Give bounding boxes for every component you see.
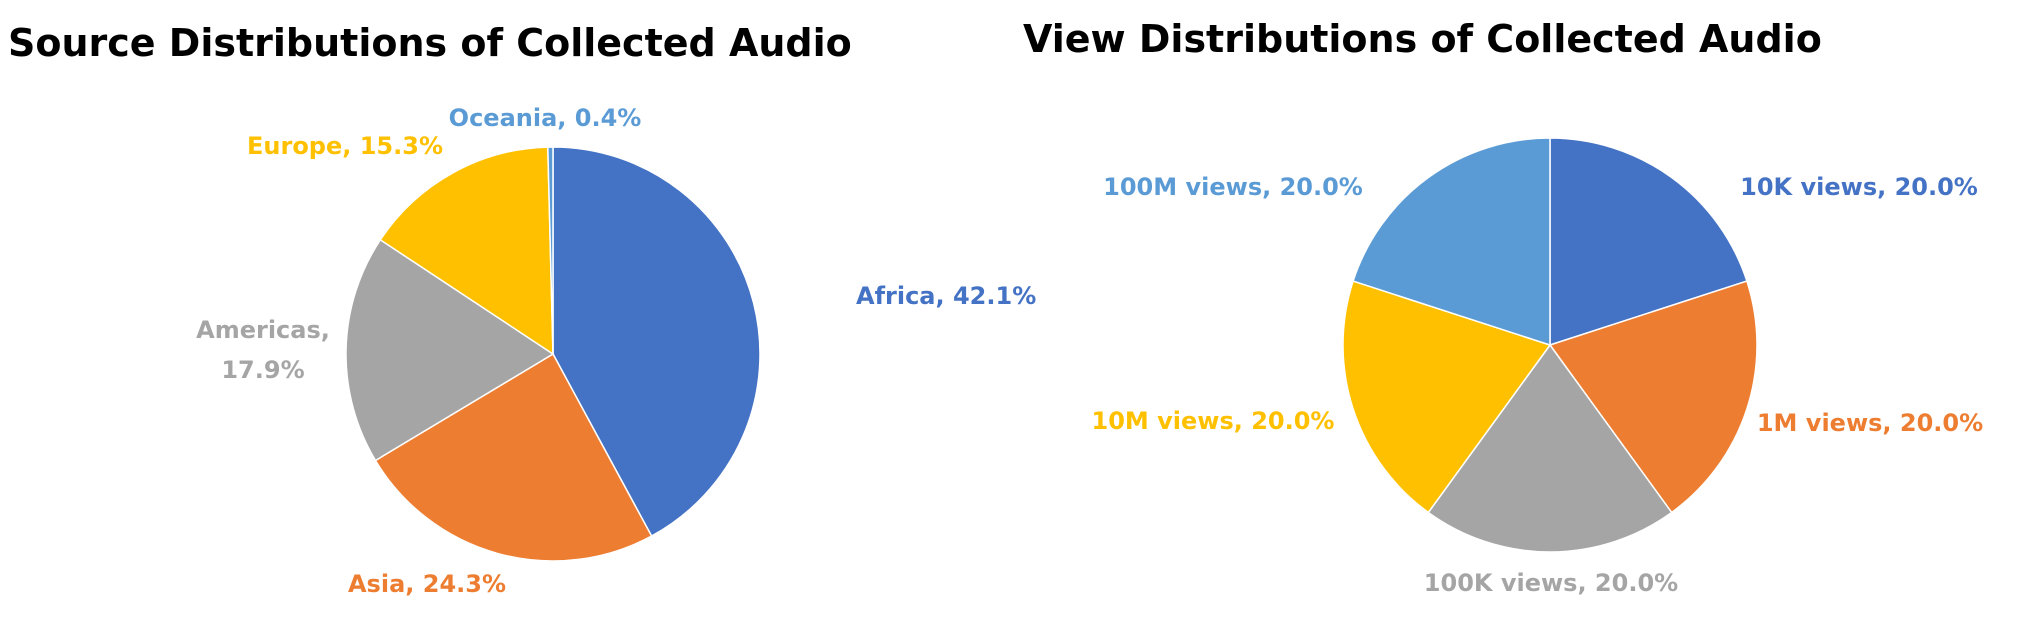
- pie-slice: [1352, 137, 1551, 347]
- data-label: 10K views, 20.0%: [1740, 173, 1978, 201]
- chart-title: View Distributions of Collected Audio: [1023, 17, 1822, 61]
- chart-title: Source Distributions of Collected Audio: [8, 21, 852, 65]
- pie-slice: [379, 146, 554, 356]
- pie-slice: [547, 146, 554, 355]
- data-label: Europe, 15.3%: [247, 132, 443, 160]
- pie-slice: [1342, 280, 1552, 514]
- pie-slice: [1427, 343, 1673, 553]
- data-label: Africa, 42.1%: [856, 282, 1036, 310]
- data-label: Oceania, 0.4%: [449, 104, 642, 132]
- data-label: 100K views, 20.0%: [1424, 569, 1678, 597]
- pie-slice: [1548, 280, 1758, 514]
- pie-slice: [374, 352, 653, 562]
- data-label: Asia, 24.3%: [348, 570, 506, 598]
- data-label: 1M views, 20.0%: [1757, 409, 1983, 437]
- pie-slice: [345, 238, 555, 462]
- data-label: Americas, 17.9%: [196, 316, 330, 384]
- pie-slice: [552, 146, 761, 538]
- data-label: 10M views, 20.0%: [1092, 407, 1335, 435]
- data-label: 100M views, 20.0%: [1103, 173, 1363, 201]
- pie-slice: [1549, 137, 1748, 347]
